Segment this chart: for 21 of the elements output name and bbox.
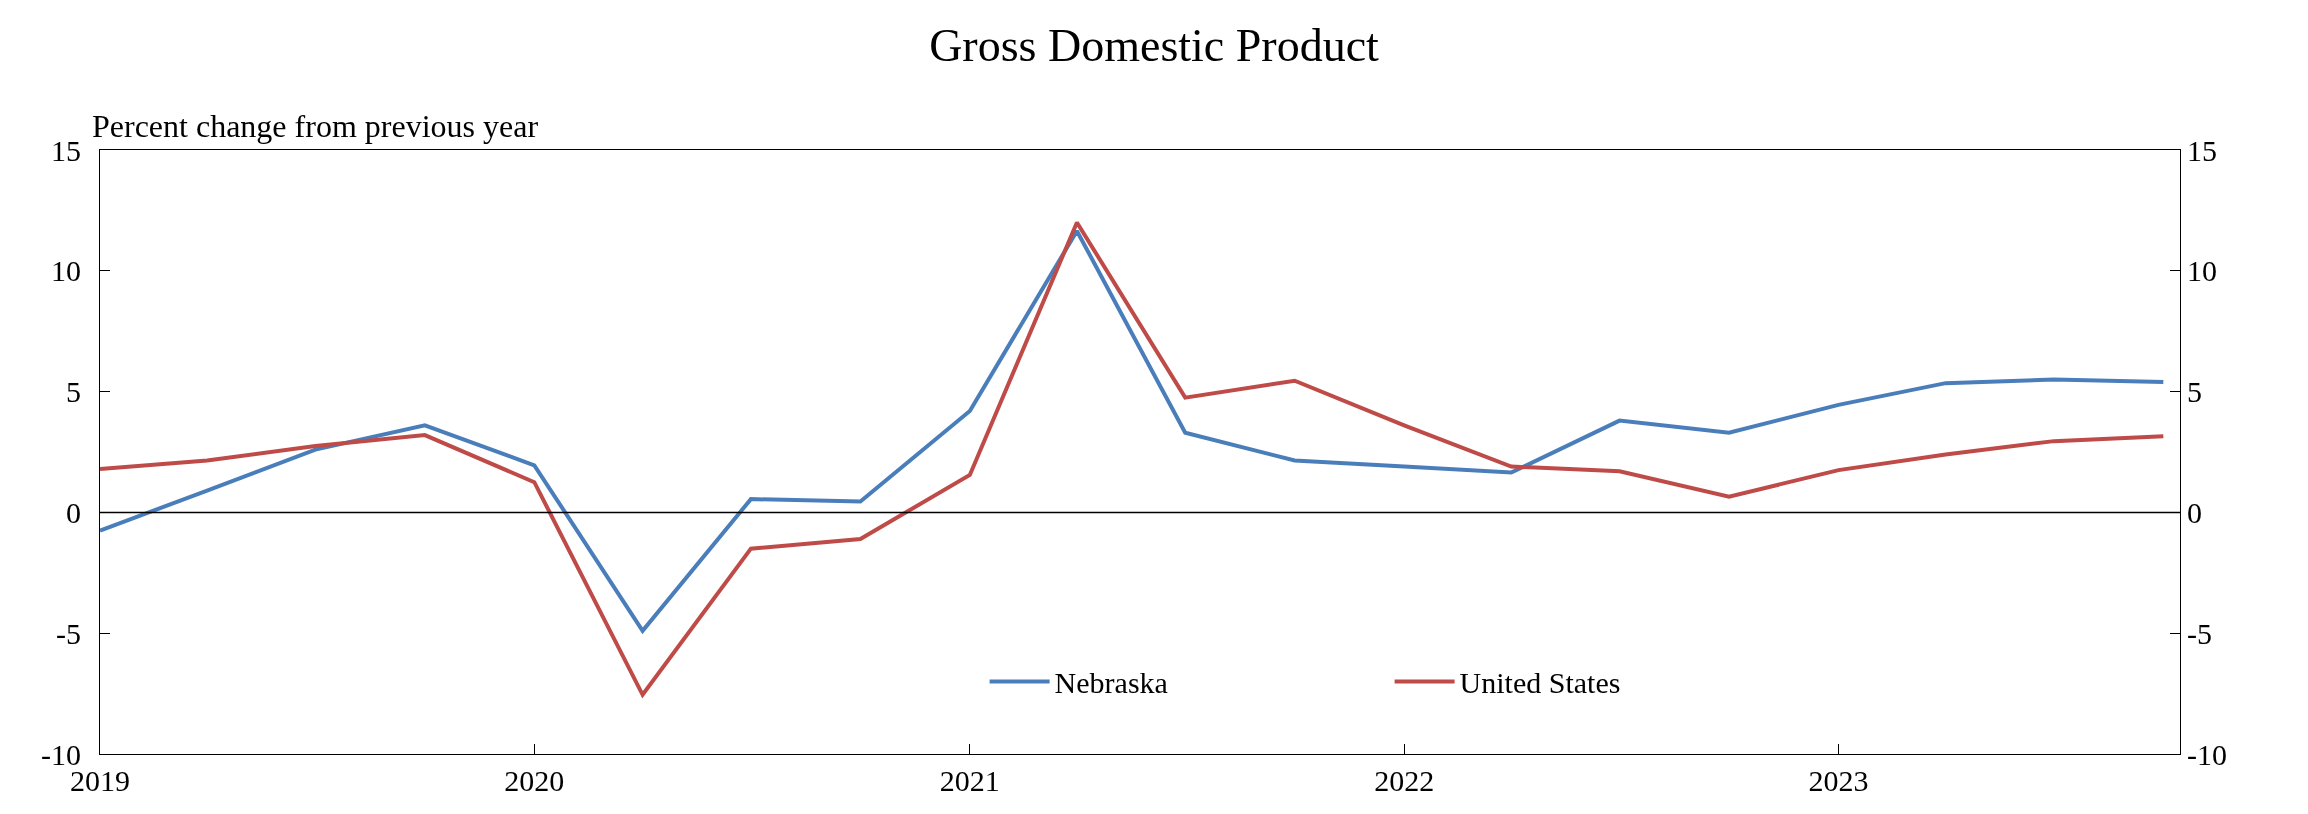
y2-tick-label: 10 [2187,254,2217,288]
legend-label: United States [1459,666,1621,700]
line-series [100,220,2166,697]
y-tick-label: 15 [51,133,81,167]
y-axis-title: Percent change from previous year [92,108,539,144]
y2-tick-label: 0 [2187,495,2202,529]
legend-label: Nebraska [1054,666,1168,700]
y2-tick-label: -5 [2187,616,2212,650]
x-tick-label: 2021 [939,764,1000,797]
chart-title: Gross Domestic Product [929,19,1380,71]
y-tick-label: 10 [51,254,81,288]
x-tick-label: 2020 [504,764,565,797]
y2-tick-label: -10 [2187,737,2227,771]
y-tick-label: 0 [66,495,81,529]
line-series [100,228,2166,633]
y-tick-label: -5 [56,616,81,650]
y2-tick-label: 15 [2187,133,2217,167]
x-tick-label: 2023 [1808,764,1869,797]
y-tick-label: 5 [66,375,81,409]
y2-tick-label: 5 [2187,375,2202,409]
x-tick-label: 2022 [1374,764,1435,797]
